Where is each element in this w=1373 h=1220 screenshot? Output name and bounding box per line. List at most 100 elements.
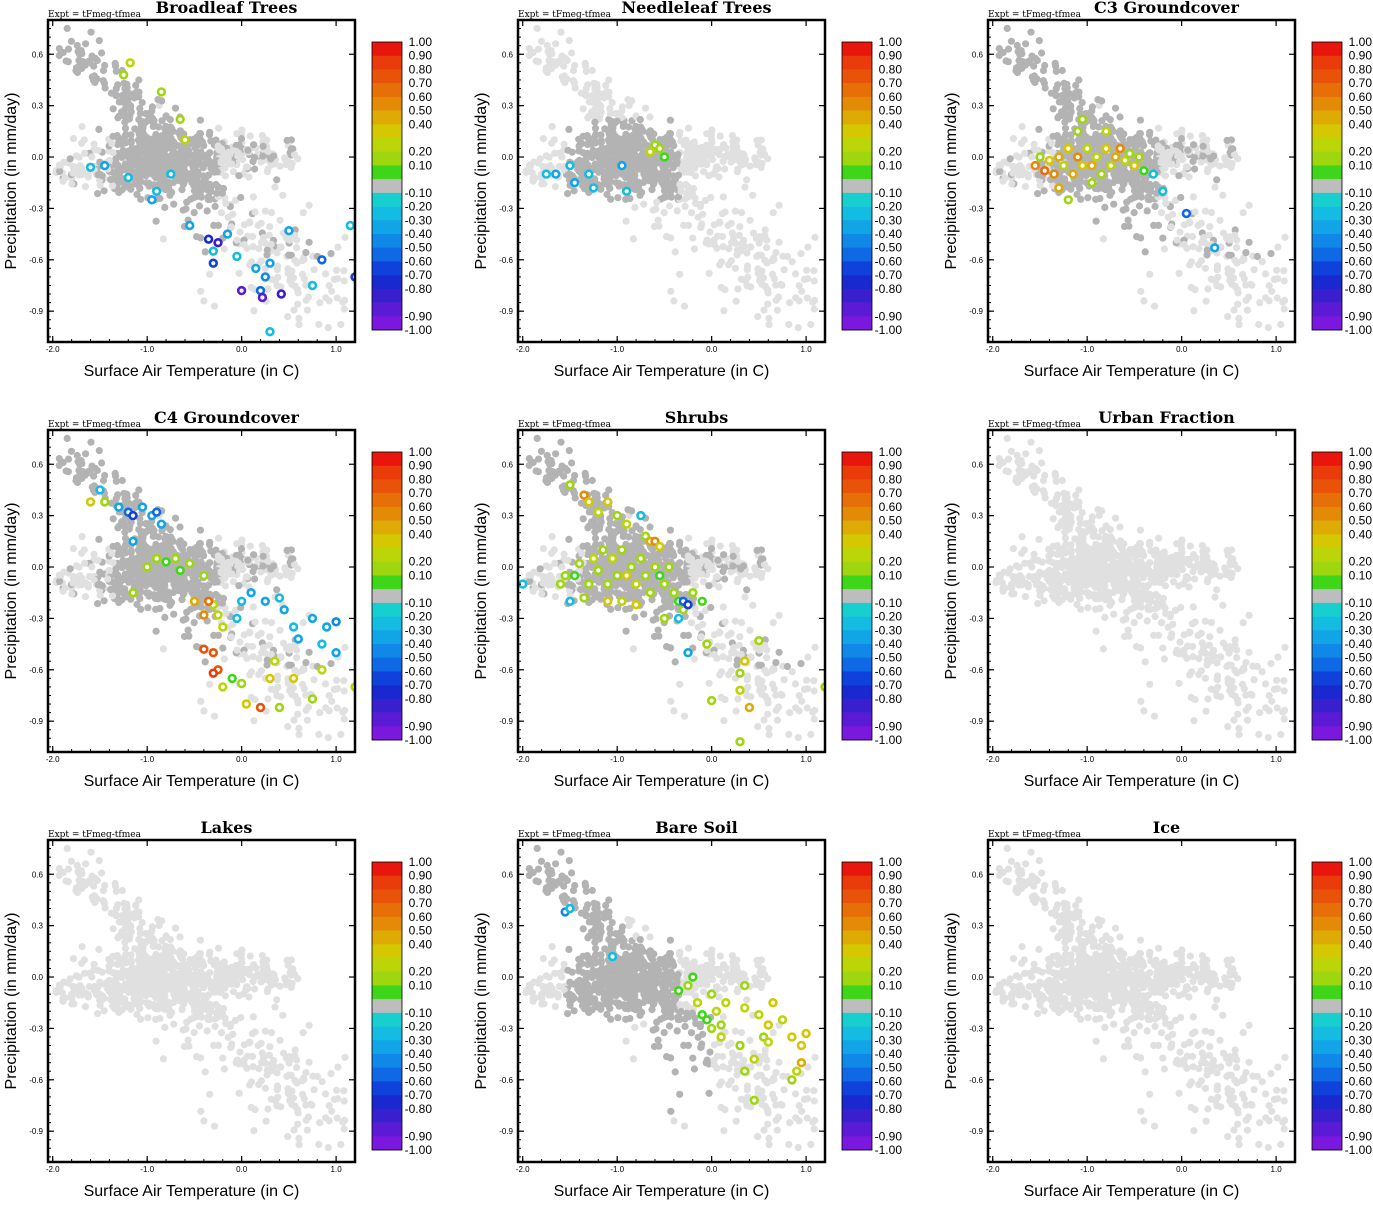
colorbar-label: -0.60: [875, 254, 903, 268]
scatter-layer: [993, 25, 1289, 331]
data-point: [741, 184, 748, 191]
data-point: [717, 133, 724, 140]
y-tick-label: -0.9: [29, 307, 43, 316]
data-point: [626, 195, 633, 202]
highlight-point: [1112, 154, 1119, 161]
scatter-layer: [519, 435, 828, 745]
data-point: [1007, 155, 1014, 162]
data-point: [87, 439, 94, 446]
data-point: [202, 248, 209, 255]
data-point: [721, 154, 728, 161]
data-point: [152, 174, 159, 181]
data-point: [100, 67, 107, 74]
data-point: [271, 184, 278, 191]
data-point: [1054, 132, 1061, 139]
colorbar-swatch: [372, 289, 402, 303]
data-point: [155, 576, 162, 583]
highlight-point: [1211, 244, 1218, 251]
data-point: [558, 153, 565, 160]
data-point: [1008, 180, 1015, 187]
data-point: [685, 125, 692, 132]
data-point: [1246, 202, 1253, 209]
data-point: [170, 201, 177, 208]
data-point: [526, 45, 533, 52]
data-point: [672, 248, 679, 255]
colorbar-label: -0.90: [405, 309, 433, 323]
data-point: [114, 542, 121, 549]
data-point: [238, 563, 245, 570]
highlight-point: [1037, 154, 1044, 161]
colorbar-swatch: [842, 303, 872, 317]
data-point: [1084, 194, 1091, 201]
colorbar-label: 0.50: [409, 514, 433, 528]
data-point: [743, 282, 750, 289]
colorbar: 1.000.900.800.700.600.500.400.200.10-0.1…: [1312, 35, 1372, 337]
highlight-point: [1117, 145, 1124, 152]
highlight-point: [1065, 145, 1072, 152]
colorbar-swatch: [372, 261, 402, 275]
data-point: [299, 681, 306, 688]
colorbar-swatch: [842, 248, 872, 262]
data-point: [676, 271, 683, 278]
data-point: [769, 271, 776, 278]
data-point: [772, 249, 779, 256]
data-point: [236, 229, 243, 236]
highlight-point: [623, 188, 630, 195]
data-point: [1155, 125, 1162, 132]
data-point: [765, 315, 772, 322]
x-tick-label: -2.0: [46, 755, 60, 764]
data-point: [1072, 89, 1079, 96]
data-point: [260, 143, 267, 150]
highlight-point: [1065, 196, 1072, 203]
colorbar-swatch: [1312, 248, 1342, 262]
data-point: [1146, 181, 1153, 188]
data-point: [645, 167, 652, 174]
colorbar-label: -0.20: [405, 610, 433, 624]
highlight-point: [1079, 162, 1086, 169]
data-point: [781, 266, 788, 273]
highlight-point: [224, 231, 231, 238]
data-point: [191, 619, 198, 626]
data-point: [234, 647, 241, 654]
data-point: [144, 590, 151, 597]
data-point: [276, 163, 283, 170]
data-point: [155, 159, 162, 166]
data-point: [295, 315, 302, 322]
data-point: [758, 145, 765, 152]
data-point: [136, 153, 143, 160]
data-point: [153, 628, 160, 635]
colorbar-swatch: [1312, 207, 1342, 221]
data-point: [155, 166, 162, 173]
highlight-point: [1122, 157, 1129, 164]
data-point: [1213, 282, 1220, 289]
highlight-point: [647, 149, 654, 156]
data-point: [1100, 235, 1107, 242]
data-point: [1036, 37, 1043, 44]
highlight-point: [319, 256, 326, 263]
colorbar-swatch: [372, 699, 402, 713]
data-point: [1158, 209, 1165, 216]
highlight-point: [205, 236, 212, 243]
data-point: [622, 174, 629, 181]
colorbar-swatch: [1312, 193, 1342, 207]
data-point: [579, 182, 586, 189]
data-point: [1240, 209, 1247, 216]
data-point: [714, 147, 721, 154]
colorbar-label: -0.80: [405, 282, 433, 296]
data-point: [110, 515, 117, 522]
highlight-point: [238, 680, 245, 687]
data-point: [1255, 321, 1262, 328]
data-point: [69, 579, 76, 586]
colorbar-swatch: [372, 179, 402, 193]
data-point: [250, 603, 257, 610]
data-point: [135, 76, 142, 83]
data-point: [112, 473, 119, 480]
data-point: [663, 233, 670, 240]
data-point: [584, 132, 591, 139]
data-point: [666, 202, 673, 209]
data-point: [729, 153, 736, 160]
panel-title: C3 Groundcover: [1094, 0, 1240, 17]
data-point: [1038, 49, 1045, 56]
data-point: [1135, 135, 1142, 142]
data-point: [1177, 194, 1184, 201]
